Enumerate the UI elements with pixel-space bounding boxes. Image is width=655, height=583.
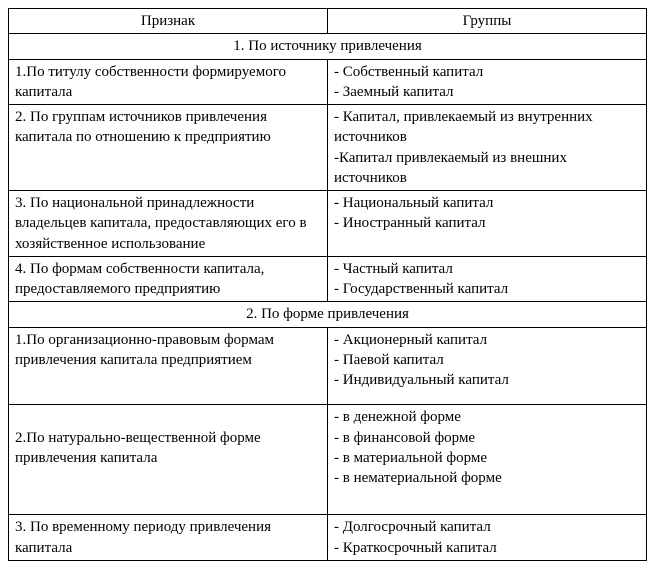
priznak-cell: 3. По национальной принадлежности владел… [9,191,328,257]
group-item: - Паевой капитал [334,350,640,370]
group-item: - Иностранный капитал [334,213,640,233]
priznak-cell: 2. По группам источников привлечения кап… [9,105,328,191]
priznak-text: 2.По натурально-вещественной форме привл… [15,430,261,466]
section-row: 1. По источнику привлечения [9,34,647,59]
classification-table: Признак Группы 1. По источнику привлечен… [8,8,647,561]
header-col2: Группы [328,9,647,34]
groups-cell: - Собственный капитал - Заемный капитал [328,59,647,105]
group-item: - Национальный капитал [334,193,640,213]
section-title: 1. По источнику привлечения [9,34,647,59]
group-item: -Капитал привлекаемый из внешних источни… [334,148,640,189]
group-item: - Заемный капитал [334,82,640,102]
group-item: - Индивидуальный капитал [334,370,640,390]
group-item: - в материальной форме [334,448,640,468]
priznak-cell: 1.По титулу собственности формируемого к… [9,59,328,105]
header-row: Признак Группы [9,9,647,34]
groups-cell: - в денежной форме - в финансовой форме … [328,405,647,515]
group-item: - Акционерный капитал [334,330,640,350]
group-item: - Долгосрочный капитал [334,517,640,537]
group-item: - Собственный капитал [334,62,640,82]
data-row: 2. По группам источников привлечения кап… [9,105,647,191]
section-row: 2. По форме привлечения [9,302,647,327]
group-item: - Краткосрочный капитал [334,538,640,558]
groups-cell: - Частный капитал - Государственный капи… [328,256,647,302]
group-item: - в финансовой форме [334,428,640,448]
data-row: 4. По формам собственности капитала, пре… [9,256,647,302]
data-row: 1.По титулу собственности формируемого к… [9,59,647,105]
priznak-cell: 4. По формам собственности капитала, пре… [9,256,328,302]
priznak-cell: 3. По временному периоду привлечения кап… [9,515,328,561]
priznak-cell: 2.По натурально-вещественной форме привл… [9,405,328,515]
group-item: - Государственный капитал [334,279,640,299]
data-row: 3. По национальной принадлежности владел… [9,191,647,257]
group-item: - Капитал, привлекаемый из внутренних ис… [334,107,640,148]
group-item: - в денежной форме [334,407,640,427]
data-row: 1.По организационно-правовым формам прив… [9,327,647,405]
groups-cell: - Долгосрочный капитал - Краткосрочный к… [328,515,647,561]
data-row: 3. По временному периоду привлечения кап… [9,515,647,561]
header-col1: Признак [9,9,328,34]
group-item: - Частный капитал [334,259,640,279]
groups-cell: - Капитал, привлекаемый из внутренних ис… [328,105,647,191]
groups-cell: - Акционерный капитал - Паевой капитал -… [328,327,647,405]
data-row: 2.По натурально-вещественной форме привл… [9,405,647,515]
priznak-cell: 1.По организационно-правовым формам прив… [9,327,328,405]
group-item: - в нематериальной форме [334,468,640,488]
section-title: 2. По форме привлечения [9,302,647,327]
groups-cell: - Национальный капитал - Иностранный кап… [328,191,647,257]
